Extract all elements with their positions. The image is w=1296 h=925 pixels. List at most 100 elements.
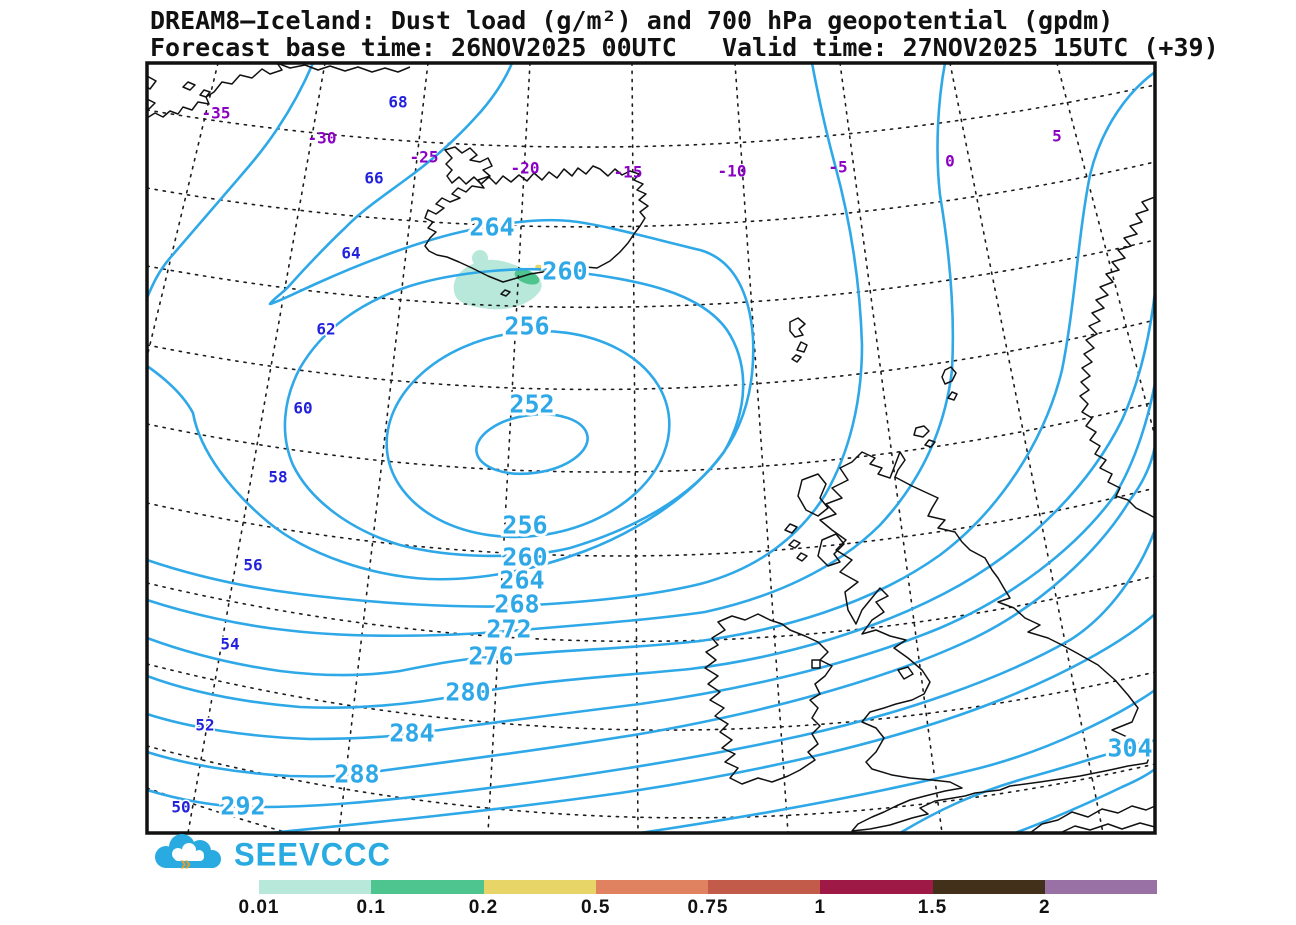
longitude-label--25: -25 (410, 148, 439, 167)
colorbar-segment-2 (483, 880, 596, 894)
latitude-label-58: 58 (268, 468, 287, 487)
latitude-label-60: 60 (293, 399, 312, 418)
colorbar-tick-1: 1 (814, 897, 827, 918)
contour-label-252: 252 (509, 390, 554, 419)
longitude-label--10: -10 (718, 162, 747, 181)
contour-label-264: 264 (499, 566, 544, 595)
colorbar-tick-0.01: 0.01 (238, 897, 280, 918)
latitude-label-64: 64 (341, 244, 360, 263)
contour-256 (385, 329, 671, 539)
parallel-56 (147, 575, 1155, 643)
dust-plume (453, 250, 545, 310)
contour-labels: 2642602562522562602642682722762802842882… (217, 210, 1155, 824)
contour-label-256: 256 (502, 511, 547, 540)
coast-vestmannaeyjar (500, 289, 511, 297)
latitude-label-52: 52 (195, 716, 214, 735)
contour-label-280: 280 (445, 678, 490, 707)
parallel-58 (147, 487, 1155, 557)
contour-label-264: 264 (469, 213, 514, 242)
colorbar-tick-2: 2 (1038, 897, 1051, 918)
longitude-label--20: -20 (511, 159, 540, 178)
colorbar-segment-4 (708, 880, 821, 894)
seevccc-cloud-icon: » (155, 834, 221, 875)
contour-308 (1013, 767, 1155, 833)
contour-label-292: 292 (220, 792, 265, 821)
colorbar-tick-0.75: 0.75 (687, 897, 729, 918)
colorbar-tick-0.1: 0.1 (356, 897, 386, 918)
latitude-label-56: 56 (243, 556, 262, 575)
coast-lough-neagh (811, 659, 821, 669)
contour-label-304: 304 (1107, 734, 1152, 763)
contour-296 (268, 612, 1155, 833)
longitude-label--15: -15 (614, 163, 643, 182)
dust-area-low (453, 259, 542, 310)
contour-280 (147, 290, 1155, 709)
colorbar-segment-5 (820, 880, 933, 894)
contour-label-260: 260 (542, 257, 587, 286)
colorbar-segment-7 (1044, 880, 1157, 894)
map-frame (145, 61, 1157, 835)
colorbar-tick-0.2: 0.2 (468, 897, 499, 918)
parallel-52 (147, 745, 1155, 819)
geopotential-contours (147, 63, 1155, 833)
latitude-label-50: 50 (171, 798, 190, 817)
meridian--10 (734, 63, 789, 833)
seevccc-logo: » SEEVCCC (148, 833, 408, 877)
contour-label-268: 268 (494, 590, 539, 619)
colorbar-segment-0 (259, 880, 372, 894)
dust-load-colorbar-ticks: 0.01 0.1 0.2 0.5 0.75 1 1.5 2 (239, 897, 1199, 921)
coast-orkney (913, 425, 936, 448)
contour-label-256: 256 (504, 312, 549, 341)
coast-iceland (424, 146, 649, 283)
graticule (147, 63, 1155, 833)
contour-label-260: 260 (502, 543, 547, 572)
longitude-label--5: -5 (828, 158, 847, 177)
coast-france (1029, 805, 1155, 833)
latitude-label-66: 66 (364, 169, 383, 188)
coast-isle-of-man (897, 666, 914, 680)
contour-288 (147, 444, 1155, 778)
logo-wordmark: SEEVCCC (234, 836, 391, 873)
meridian--35 (147, 63, 219, 361)
colorbar-segment-1 (371, 880, 484, 894)
contour-276 (147, 70, 1155, 677)
latitude-label-68: 68 (388, 93, 407, 112)
longitude-label--35: -35 (202, 104, 231, 123)
colorbar-tick-1.5: 1.5 (917, 897, 948, 918)
longitude-label-0: 0 (945, 152, 955, 171)
parallel-60 (147, 401, 1155, 473)
coast-ireland (704, 613, 833, 785)
coast-greenland (147, 63, 411, 119)
contour-268 (147, 63, 864, 608)
dust-area-low-2 (472, 250, 488, 266)
colorbar-segment-6 (932, 880, 1045, 894)
contour-label-288: 288 (334, 760, 379, 789)
contour-304 (898, 738, 1155, 833)
coast-great-britain (819, 451, 1151, 832)
contour-292 (147, 528, 1155, 809)
chart-subtitle-times: Forecast base time: 26NOV2025 00UTC Vali… (150, 33, 1219, 62)
contour-252 (475, 412, 589, 476)
longitude-label--30: -30 (308, 129, 337, 148)
parallel-62 (147, 319, 1155, 391)
coast-norway (1079, 196, 1155, 519)
parallel-64 (147, 239, 1155, 309)
parallel-66 (147, 161, 1155, 228)
contour-264 (147, 63, 755, 581)
coast-greenland-islets (147, 75, 211, 110)
coast-faroe (789, 317, 808, 363)
coastlines (147, 63, 1155, 833)
meridian--20 (487, 63, 531, 833)
parallel-68 (147, 84, 1155, 148)
contour-label-276: 276 (468, 642, 513, 671)
coast-shetland (941, 366, 958, 401)
colorbar-segment-3 (595, 880, 708, 894)
latitude-labels: 68 66 64 62 60 58 56 54 52 50 (170, 91, 409, 818)
dust-load-colorbar (259, 880, 1157, 894)
contour-260 (283, 267, 745, 558)
latitude-label-54: 54 (220, 635, 239, 654)
chart-title: DREAM8–Iceland: Dust load (g/m²) and 700… (150, 6, 1114, 35)
colorbar-tick-0.5: 0.5 (581, 897, 611, 918)
contour-284 (147, 381, 1155, 741)
parallel-54 (147, 663, 1155, 731)
